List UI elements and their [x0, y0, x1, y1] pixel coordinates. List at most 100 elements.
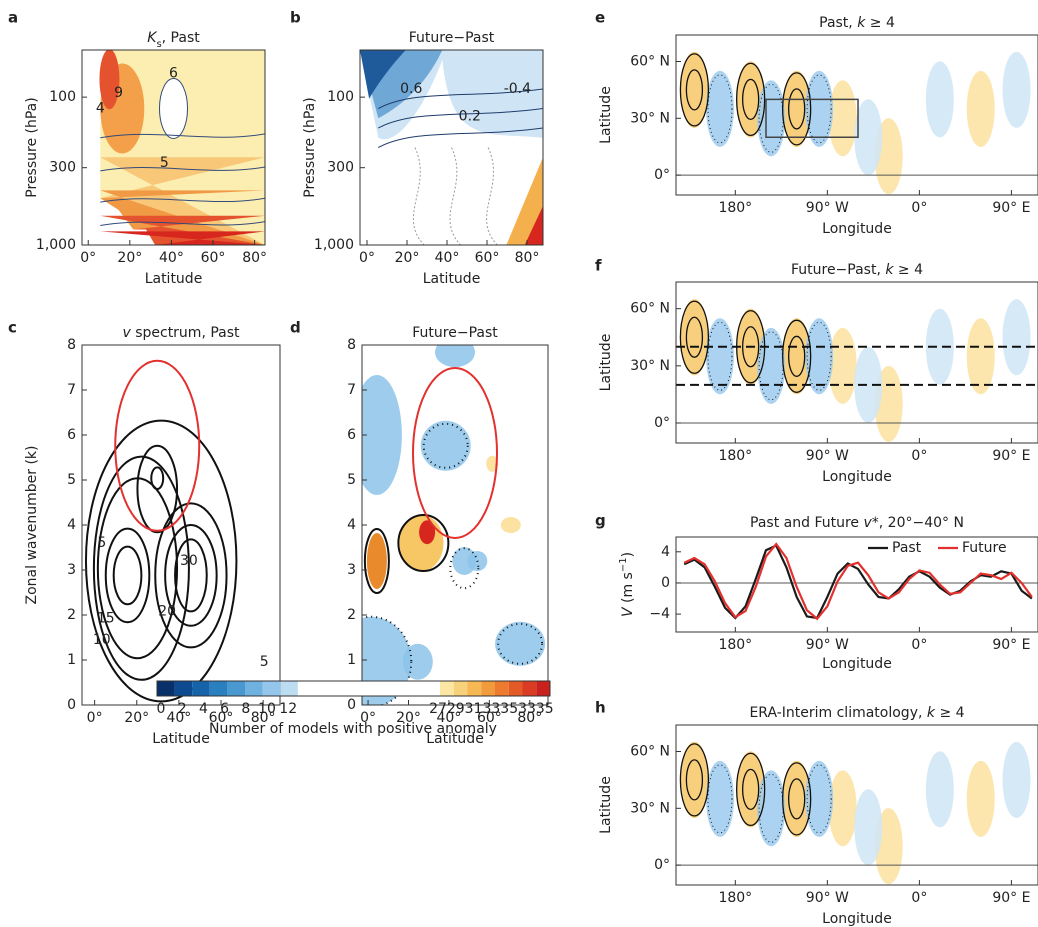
y-tick-label: 4 [347, 517, 356, 533]
y-tick-label: 0° [654, 857, 670, 873]
contour [112, 545, 143, 606]
text-part: *, 20°−40° N [872, 515, 964, 531]
contour [758, 83, 784, 153]
x-tick-label: 90° E [992, 890, 1030, 906]
anomaly [966, 760, 995, 837]
panel-label: h [595, 699, 606, 717]
y-tick-label: 30° N [630, 358, 670, 374]
text-part: ≥ 4 [935, 705, 965, 721]
contour-label: 5 [97, 535, 106, 551]
text-part: v [122, 325, 131, 341]
contour [806, 74, 832, 144]
anomaly [1002, 51, 1031, 128]
x-tick-label: 0° [80, 250, 96, 266]
y-tick-label: 3 [67, 562, 76, 578]
contour [782, 319, 812, 393]
contour [707, 764, 733, 834]
field-blob [159, 78, 188, 139]
colorbar-tick-label: 35 [500, 701, 518, 717]
text-part: ≥ 4 [893, 262, 923, 278]
x-tick-label: 0° [911, 637, 927, 653]
x-tick-label: 40° [435, 250, 460, 266]
panel-title: Past and Future v*, 20°−40° N [750, 515, 964, 531]
y-tick-label: 6 [67, 427, 76, 443]
contour [164, 524, 218, 627]
x-tick-label: 60° [475, 250, 500, 266]
y-tick-label: −4 [649, 606, 670, 622]
colorbar-cell [467, 681, 482, 696]
frame [675, 281, 1038, 444]
text-part: s [156, 39, 161, 50]
x-tick-label: 0° [911, 890, 927, 906]
panel-title: v spectrum, Past [122, 325, 240, 341]
x-tick-label: 90° W [806, 637, 849, 653]
x-tick-label: 40° [437, 710, 462, 726]
colorbar-cell [508, 681, 523, 696]
x-tick-label: 180° [718, 890, 752, 906]
y-tick-label: 7 [67, 382, 76, 398]
contour [413, 147, 425, 245]
x-tick-label: 90° E [992, 448, 1030, 464]
x-tick-label: 180° [718, 448, 752, 464]
x-tick-label: 20° [396, 710, 421, 726]
colorbar-cell [262, 681, 281, 696]
contour [679, 300, 710, 374]
y-tick-label: 0° [654, 415, 670, 431]
anomaly [782, 760, 811, 837]
y-tick-label: 0 [67, 697, 76, 713]
colorbar-cell [481, 681, 495, 696]
anomaly [782, 70, 811, 147]
y-tick-label: 4 [67, 517, 76, 533]
colorbar-tick-label: 27 [429, 701, 447, 717]
colorbar-frame [156, 680, 551, 697]
contour [758, 331, 784, 401]
anomaly-pos [419, 520, 436, 545]
anomaly [925, 308, 954, 385]
y-tick-label: 8 [67, 337, 76, 353]
anomaly-neg [362, 375, 402, 495]
field [524, 206, 543, 245]
colorbar-cell [157, 681, 175, 696]
y-tick-label: 7 [347, 382, 356, 398]
region-box [765, 98, 859, 138]
anomaly [1002, 741, 1031, 818]
panel-title: Future−Past [409, 30, 495, 46]
y-axis-label: Pressure (hPa) [24, 97, 40, 197]
panel-title: Ks, Past [147, 30, 200, 50]
y-tick-label: 300 [49, 160, 76, 176]
plot-area [84, 359, 238, 703]
text-part: spectrum, Past [131, 325, 240, 341]
panel-label: d [290, 319, 301, 337]
colorbar-cell [227, 681, 245, 696]
text-part: ) [620, 552, 636, 557]
contour-label: 0.2 [459, 108, 481, 124]
contour-label: 5 [160, 155, 169, 171]
contour [154, 502, 228, 649]
y-tick-label: 30° N [630, 110, 670, 126]
x-tick-label: 60° [477, 710, 502, 726]
field-band [100, 231, 265, 245]
anomaly-neg [420, 420, 471, 471]
contour [174, 538, 208, 613]
y-axis-label: V (m s−1) [618, 552, 637, 617]
contour [363, 528, 390, 594]
contour-label: 15 [97, 611, 115, 627]
y-tick-label: 2 [67, 607, 76, 623]
legend-label: Future [962, 540, 1007, 556]
colorbar-cell [192, 681, 210, 696]
x-tick-label: 0° [911, 448, 927, 464]
text-part: , Past [162, 30, 201, 46]
contour [685, 759, 704, 801]
x-axis-label: Longitude [822, 656, 892, 672]
contour [758, 773, 784, 843]
text-part: k [927, 705, 936, 721]
contour [788, 778, 806, 820]
contour [150, 466, 165, 491]
contour [100, 197, 265, 203]
y-tick-label: 1 [67, 652, 76, 668]
x-tick-label: 180° [718, 200, 752, 216]
frame [675, 536, 1038, 633]
colorbar-cell [280, 681, 298, 696]
colorbar-tick-label: 8 [241, 701, 250, 717]
panel-label: f [595, 257, 602, 275]
